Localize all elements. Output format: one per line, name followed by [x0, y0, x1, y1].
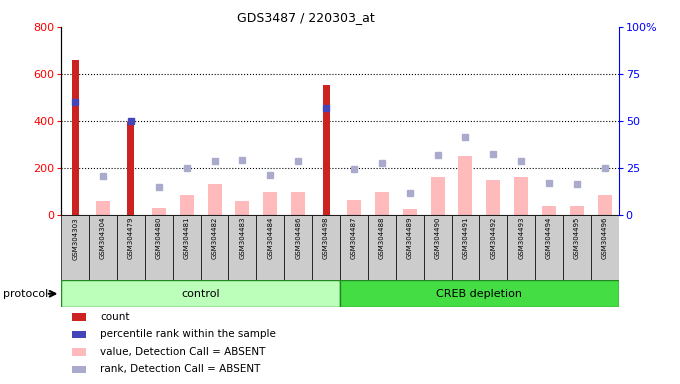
Bar [72, 366, 86, 373]
Bar [322, 84, 330, 215]
Text: GSM304495: GSM304495 [574, 217, 580, 259]
Bar [180, 195, 194, 215]
Text: GSM304486: GSM304486 [295, 217, 301, 260]
Bar [173, 215, 201, 280]
Bar [207, 184, 222, 215]
Text: CREB depletion: CREB depletion [437, 289, 522, 299]
Text: rank, Detection Call = ABSENT: rank, Detection Call = ABSENT [100, 364, 260, 374]
Text: protocol: protocol [3, 289, 49, 299]
Text: GSM304493: GSM304493 [518, 217, 524, 260]
Bar [347, 200, 361, 215]
Text: GSM304487: GSM304487 [351, 217, 357, 260]
Bar [201, 215, 228, 280]
Text: GSM304303: GSM304303 [72, 217, 78, 260]
Bar [591, 215, 619, 280]
Bar [340, 280, 619, 307]
Text: GSM304490: GSM304490 [435, 217, 441, 260]
Bar [145, 215, 173, 280]
Bar [256, 215, 284, 280]
Bar [72, 331, 86, 338]
Bar [340, 215, 368, 280]
Bar [458, 156, 473, 215]
Bar [424, 215, 452, 280]
Text: GSM304304: GSM304304 [100, 217, 106, 260]
Text: GSM304484: GSM304484 [267, 217, 273, 259]
Bar [514, 177, 528, 215]
Bar [403, 209, 417, 215]
Text: control: control [182, 289, 220, 299]
Bar [152, 208, 166, 215]
Bar [375, 192, 389, 215]
Text: value, Detection Call = ABSENT: value, Detection Call = ABSENT [100, 347, 266, 357]
Text: GDS3487 / 220303_at: GDS3487 / 220303_at [237, 12, 375, 25]
Text: GSM304491: GSM304491 [462, 217, 469, 260]
Text: GSM304488: GSM304488 [379, 217, 385, 260]
Text: GSM304483: GSM304483 [239, 217, 245, 260]
Bar [570, 206, 584, 215]
Bar [507, 215, 535, 280]
Bar [96, 201, 110, 215]
Bar [291, 192, 305, 215]
Bar [479, 215, 507, 280]
Bar [535, 215, 563, 280]
Text: GSM304482: GSM304482 [211, 217, 218, 259]
Text: GSM304481: GSM304481 [184, 217, 190, 260]
Bar [430, 177, 445, 215]
Bar [452, 215, 479, 280]
Text: GSM304494: GSM304494 [546, 217, 552, 259]
Bar [71, 60, 79, 215]
Bar [89, 215, 117, 280]
Bar [235, 201, 250, 215]
Bar [72, 348, 86, 356]
Bar [61, 280, 340, 307]
Bar [542, 206, 556, 215]
Bar [486, 180, 500, 215]
Text: percentile rank within the sample: percentile rank within the sample [100, 329, 276, 339]
Bar [228, 215, 256, 280]
Bar [312, 215, 340, 280]
Bar [127, 122, 135, 215]
Text: GSM304479: GSM304479 [128, 217, 134, 260]
Text: GSM304492: GSM304492 [490, 217, 496, 259]
Bar [61, 215, 89, 280]
Bar [263, 192, 277, 215]
Bar [284, 215, 312, 280]
Bar [117, 215, 145, 280]
Text: GSM304496: GSM304496 [602, 217, 608, 260]
Text: GSM304489: GSM304489 [407, 217, 413, 260]
Bar [368, 215, 396, 280]
Bar [396, 215, 424, 280]
Bar [598, 195, 612, 215]
Text: GSM304480: GSM304480 [156, 217, 162, 260]
Text: count: count [100, 312, 130, 322]
Bar [563, 215, 591, 280]
Bar [72, 313, 86, 321]
Text: GSM304498: GSM304498 [323, 217, 329, 260]
